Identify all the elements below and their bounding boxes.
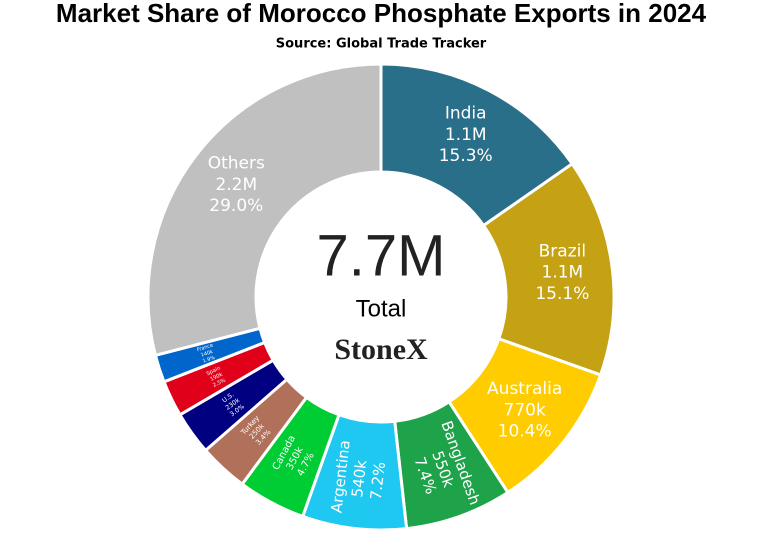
slice-amount: 190k <box>209 371 224 383</box>
slice-amount: 140k <box>200 349 214 359</box>
slice-name: France <box>196 342 214 353</box>
slice-amount: 1.1M <box>445 125 487 145</box>
slice-name: Australia <box>487 379 562 399</box>
logo: StoneX <box>334 333 428 366</box>
slice <box>379 62 575 228</box>
donut: India1.1M15.3%Brazil1.1M15.1%Australia77… <box>146 62 616 532</box>
slice-name: Spain <box>206 365 222 377</box>
slice-amount: 1.1M <box>542 263 584 283</box>
slice-name: Brazil <box>539 241 586 261</box>
slice-percent: 10.4% <box>498 422 552 442</box>
slice <box>481 161 616 377</box>
slice-percent: 15.1% <box>535 284 589 304</box>
total-value: 7.7M <box>317 223 446 288</box>
slice-percent: 7.2% <box>367 461 389 501</box>
slice-amount: 770k <box>503 400 545 420</box>
slice-percent: 29.0% <box>209 196 263 216</box>
slice-name: Others <box>208 154 265 174</box>
slice-name: India <box>445 104 487 124</box>
slice-percent: 2.5% <box>212 378 227 389</box>
total-caption: Total <box>356 295 407 322</box>
slice <box>146 62 383 358</box>
chart-title: Market Share of Morocco Phosphate Export… <box>56 0 707 28</box>
chart-subtitle: Source: Global Trade Tracker <box>276 37 487 52</box>
slice-percent: 15.3% <box>439 146 493 166</box>
slice-amount: 540k <box>348 459 370 498</box>
slice-amount: 2.2M <box>215 175 257 195</box>
slice-percent: 1.9% <box>202 355 216 365</box>
